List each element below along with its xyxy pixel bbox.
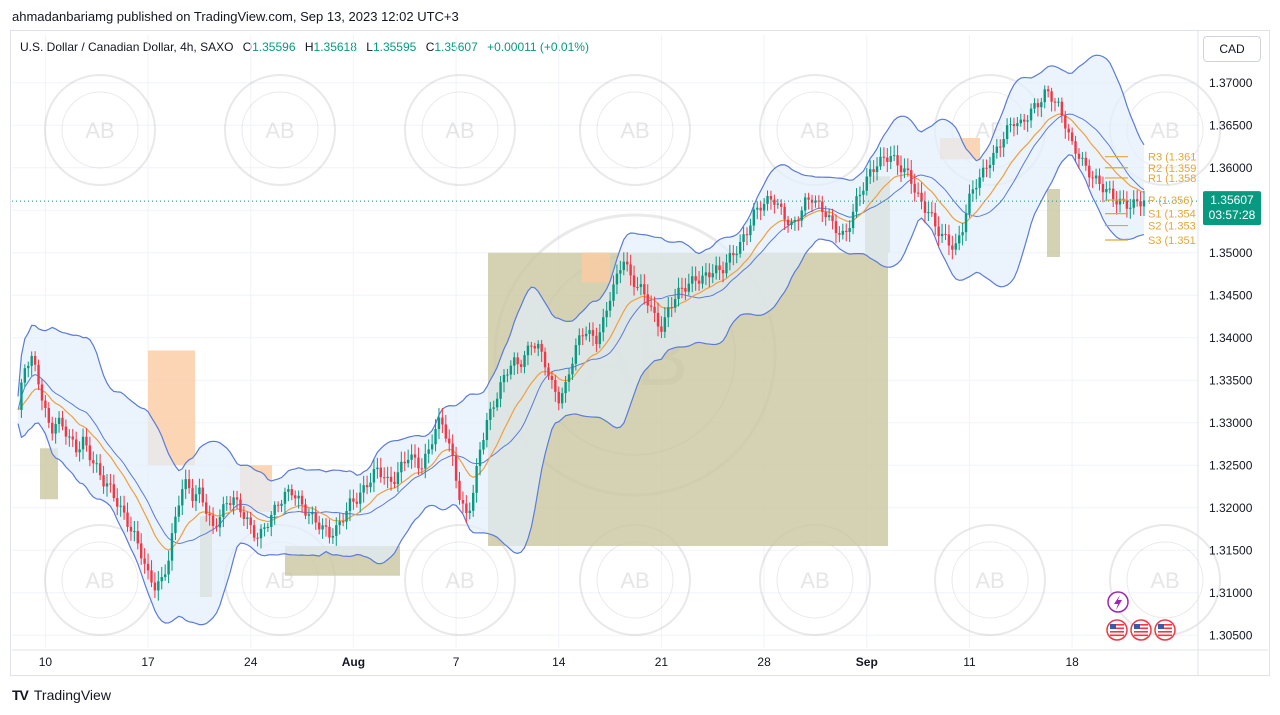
close-value: 1.35607	[434, 40, 478, 54]
footer-brand[interactable]: TV TradingView	[12, 687, 111, 703]
tradingview-logo-icon: TV	[12, 687, 29, 703]
close-label: C	[425, 40, 435, 54]
high-value: 1.35618	[313, 40, 357, 54]
open-label: O	[242, 40, 253, 54]
published-line: ahmadanbariamg published on TradingView.…	[12, 9, 459, 24]
footer-brand-text: TradingView	[33, 687, 111, 703]
low-value: 1.35595	[372, 40, 417, 54]
symbol-title[interactable]: U.S. Dollar / Canadian Dollar, 4h, SAXO	[20, 40, 234, 54]
high-label: H	[304, 40, 314, 54]
low-label: L	[366, 40, 373, 54]
open-value: 1.35596	[252, 40, 296, 54]
symbol-legend: U.S. Dollar / Canadian Dollar, 4h, SAXO …	[20, 40, 589, 54]
chart-frame	[10, 30, 1270, 676]
currency-button[interactable]: CAD	[1203, 36, 1261, 62]
change-value: +0.00011 (+0.01%)	[487, 40, 589, 54]
